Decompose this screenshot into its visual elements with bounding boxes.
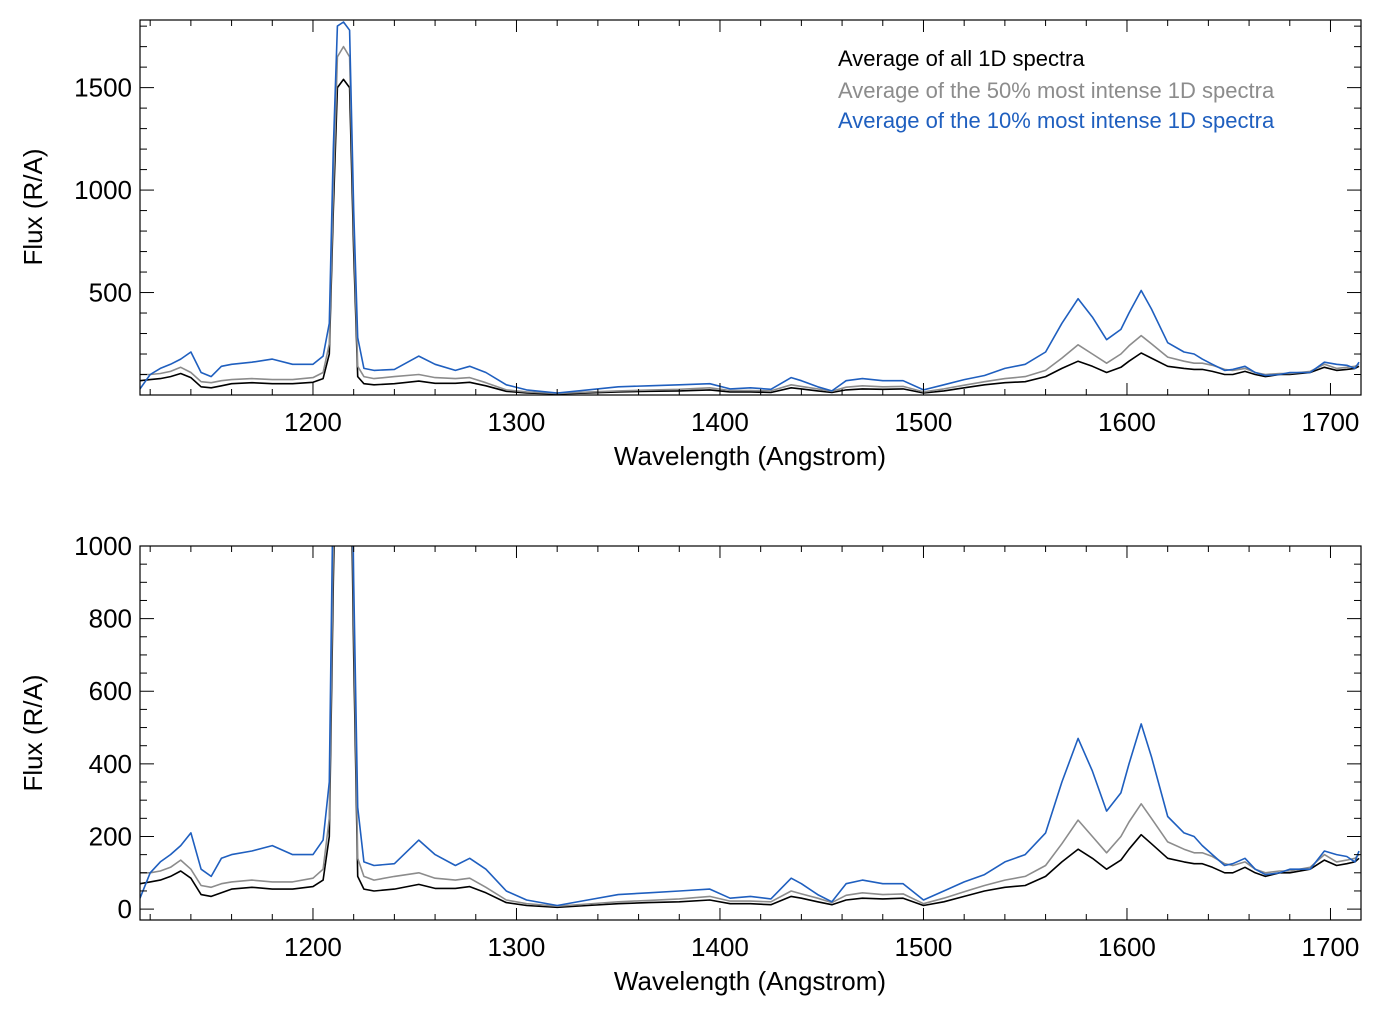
lower-x-tick-label: 1400 <box>691 932 749 962</box>
lower-y-tick-label: 200 <box>89 821 132 851</box>
upper-x-tick-label: 1400 <box>691 407 749 437</box>
upper-x-tick-label: 1600 <box>1098 407 1156 437</box>
lower-x-tick-label: 1700 <box>1302 932 1360 962</box>
upper-series-group <box>140 21 1360 395</box>
lower-y-tick-label: 400 <box>89 749 132 779</box>
legend-entry-50pct: Average of the 50% most intense 1D spect… <box>838 78 1275 103</box>
lower-x-axis-label: Wavelength (Angstrom) <box>614 966 886 996</box>
lower-x-tick-label: 1300 <box>488 932 546 962</box>
upper-x-tick-label: 1700 <box>1302 407 1360 437</box>
lower-ticks: 1200 1300 1400 1500 1600 1700 0 200 400 600 800 100… <box>74 531 1361 962</box>
upper-y-axis-label: Flux (R/A) <box>18 149 48 266</box>
upper-spectrum-panel: 1200 1300 1400 1500 1600 1700 500 1000 1500 Wave… <box>18 19 1362 471</box>
upper-x-tick-label: 1200 <box>284 407 342 437</box>
lower-y-tick-label: 0 <box>118 894 132 924</box>
upper-x-axis-label: Wavelength (Angstrom) <box>614 441 886 471</box>
lower-y-tick-label: 800 <box>89 604 132 634</box>
lower-series-top50pct-spectra-line <box>140 546 1360 907</box>
upper-y-tick-label: 1000 <box>74 175 132 205</box>
lower-x-tick-label: 1500 <box>895 932 953 962</box>
lower-y-tick-label: 600 <box>89 676 132 706</box>
lower-x-tick-label: 1200 <box>284 932 342 962</box>
legend-entry-all: Average of all 1D spectra <box>838 46 1085 71</box>
lower-y-axis-label: Flux (R/A) <box>18 675 48 792</box>
upper-series-top50pct-spectra-line <box>140 45 1360 395</box>
lower-spectrum-panel: 1200 1300 1400 1500 1600 1700 0 200 400 600 800 100… <box>18 531 1362 996</box>
lower-series-all-spectra-line <box>140 546 1360 909</box>
lower-plot-frame <box>139 545 1362 921</box>
upper-plot-frame <box>139 19 1362 396</box>
legend-entry-10pct: Average of the 10% most intense 1D spect… <box>838 108 1275 133</box>
upper-y-tick-label: 1500 <box>74 73 132 103</box>
upper-x-tick-label: 1300 <box>488 407 546 437</box>
upper-y-tick-label: 500 <box>89 278 132 308</box>
upper-series-all-spectra-line <box>140 78 1360 395</box>
upper-x-tick-label: 1500 <box>895 407 953 437</box>
lower-series-top10pct-spectra-line <box>140 546 1360 907</box>
lower-series-group <box>140 546 1360 909</box>
upper-series-top10pct-spectra-line <box>140 21 1360 394</box>
upper-ticks: 1200 1300 1400 1500 1600 1700 500 1000 1500 <box>74 20 1361 437</box>
lower-x-tick-label: 1600 <box>1098 932 1156 962</box>
lower-y-tick-label: 1000 <box>74 531 132 561</box>
legend: Average of all 1D spectra Average of the… <box>838 46 1275 133</box>
